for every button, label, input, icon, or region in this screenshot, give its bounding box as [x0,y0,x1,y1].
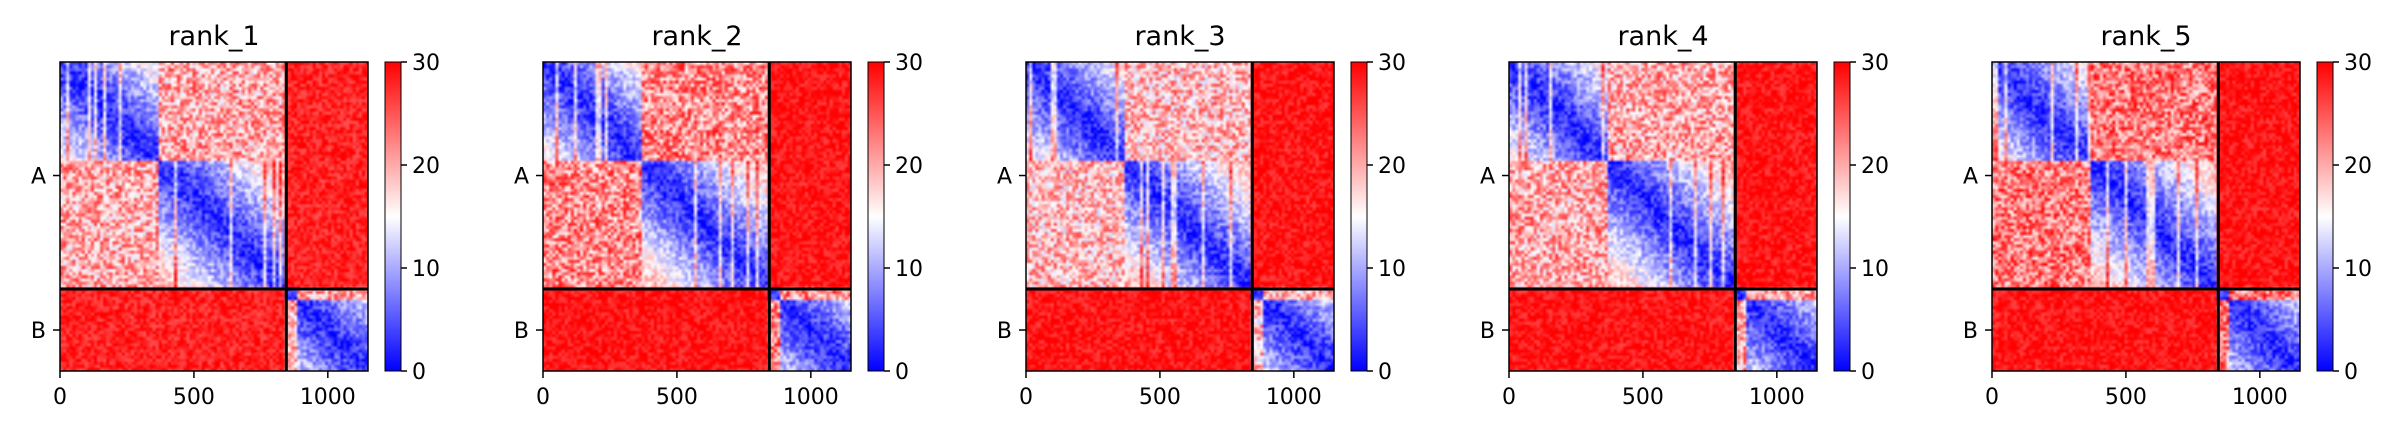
panel-rank_5: rank_5 0 500 1000 A B 0 10 20 30 [1963,21,2372,410]
x-tick-label: 500 [173,385,215,410]
chain-label: A [31,165,46,190]
colorbar-tick-label: 10 [1378,257,1406,282]
colorbar-tick-label: 20 [412,154,440,179]
colorbar-tick-label: 0 [2344,360,2358,385]
chain-label: A [1480,165,1495,190]
x-tick-label: 0 [536,385,550,410]
chain-label: B [1480,319,1495,344]
x-tick-label: 0 [1502,385,1516,410]
panel-rank_4: rank_4 0 500 1000 A B 0 10 20 30 [1480,21,1889,410]
x-tick-label: 500 [1622,385,1664,410]
colorbar-tick-label: 0 [1378,360,1392,385]
colorbar [867,61,885,372]
plot-frame [542,61,852,372]
pae-heatmap [543,62,851,371]
colorbar-tick-label: 10 [412,257,440,282]
colorbar-tick-label: 30 [1378,51,1406,76]
colorbar-tick-label: 30 [2344,51,2372,76]
colorbar-tick-label: 0 [1861,360,1875,385]
x-tick-label: 0 [1019,385,1033,410]
colorbar [1833,61,1851,372]
panel-title: rank_3 [1134,21,1225,52]
pae-heatmap [60,62,368,371]
x-tick-label: 0 [1985,385,1999,410]
colorbar [2316,61,2334,372]
colorbar-tick-label: 30 [895,51,923,76]
panel-title: rank_2 [651,21,742,52]
panel-rank_1: rank_1 0 500 1000 A B 0 10 20 30 [31,21,440,410]
x-tick-label: 500 [656,385,698,410]
panel-rank_3: rank_3 0 500 1000 A B 0 10 20 30 [997,21,1406,410]
plot-frame [59,61,369,372]
plot-frame [1991,61,2301,372]
chain-label: B [514,319,529,344]
colorbar-tick-label: 20 [1378,154,1406,179]
colorbar [1350,61,1368,372]
pae-heatmap [1026,62,1334,371]
x-tick-label: 500 [1139,385,1181,410]
colorbar-tick-label: 0 [895,360,909,385]
chain-label: A [1963,165,1978,190]
plot-frame [1508,61,1818,372]
colorbar-tick-label: 0 [412,360,426,385]
plot-frame [1025,61,1335,372]
colorbar-tick-label: 20 [2344,154,2372,179]
colorbar-tick-label: 20 [1861,154,1889,179]
panel-rank_2: rank_2 0 500 1000 A B 0 10 20 30 [514,21,923,410]
colorbar-tick-label: 10 [1861,257,1889,282]
chain-label: B [31,319,46,344]
chain-label: B [997,319,1012,344]
panel-title: rank_4 [1617,21,1708,52]
x-tick-label: 1000 [2232,385,2288,410]
x-tick-label: 0 [53,385,67,410]
x-tick-label: 500 [2105,385,2147,410]
colorbar-tick-label: 30 [412,51,440,76]
chain-label: B [1963,319,1978,344]
pae-heatmap [1509,62,1817,371]
x-tick-label: 1000 [1749,385,1805,410]
colorbar-tick-label: 30 [1861,51,1889,76]
chain-label: A [514,165,529,190]
panel-title: rank_5 [2100,21,2191,52]
pae-heatmap [1992,62,2300,371]
colorbar-tick-label: 20 [895,154,923,179]
panel-title: rank_1 [168,21,259,52]
chain-label: A [997,165,1012,190]
x-tick-label: 1000 [300,385,356,410]
colorbar-tick-label: 10 [895,257,923,282]
colorbar [384,61,402,372]
x-tick-label: 1000 [1266,385,1322,410]
colorbar-tick-label: 10 [2344,257,2372,282]
x-tick-label: 1000 [783,385,839,410]
